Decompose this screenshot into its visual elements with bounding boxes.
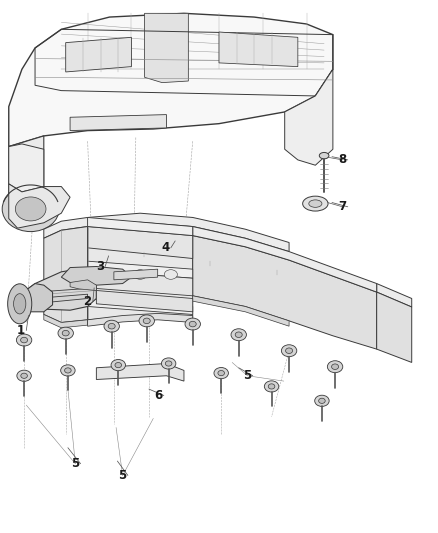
Polygon shape	[219, 32, 298, 67]
Ellipse shape	[134, 270, 147, 279]
Polygon shape	[88, 313, 193, 326]
Polygon shape	[35, 294, 88, 303]
Ellipse shape	[189, 321, 196, 327]
Ellipse shape	[218, 370, 224, 376]
Polygon shape	[96, 290, 193, 312]
Text: 5: 5	[71, 457, 79, 470]
Polygon shape	[9, 144, 44, 192]
Polygon shape	[9, 184, 70, 228]
Ellipse shape	[62, 330, 69, 336]
Ellipse shape	[327, 361, 343, 373]
Text: 2: 2	[84, 295, 92, 308]
Ellipse shape	[103, 270, 116, 279]
Ellipse shape	[104, 320, 120, 332]
Ellipse shape	[303, 196, 328, 211]
Ellipse shape	[235, 332, 242, 337]
Polygon shape	[22, 268, 96, 310]
Text: 4: 4	[162, 241, 170, 254]
Polygon shape	[9, 13, 333, 147]
Ellipse shape	[14, 294, 26, 314]
Ellipse shape	[108, 324, 115, 329]
Text: 8: 8	[339, 154, 346, 166]
Ellipse shape	[281, 345, 297, 357]
Polygon shape	[88, 270, 193, 296]
Polygon shape	[18, 284, 53, 312]
Polygon shape	[44, 314, 88, 328]
Text: 7: 7	[339, 200, 346, 213]
Polygon shape	[88, 261, 193, 278]
Ellipse shape	[60, 365, 75, 376]
Ellipse shape	[21, 373, 27, 378]
Text: 6: 6	[155, 389, 162, 402]
Polygon shape	[88, 227, 193, 259]
Polygon shape	[193, 236, 377, 349]
Ellipse shape	[65, 368, 71, 373]
Polygon shape	[145, 13, 188, 83]
Ellipse shape	[314, 395, 329, 406]
Ellipse shape	[111, 359, 125, 371]
Polygon shape	[114, 269, 158, 280]
Ellipse shape	[17, 370, 32, 382]
Ellipse shape	[214, 368, 229, 378]
Polygon shape	[88, 298, 193, 314]
Polygon shape	[70, 280, 96, 290]
Ellipse shape	[318, 398, 325, 403]
Polygon shape	[61, 266, 131, 285]
Polygon shape	[193, 227, 377, 292]
Ellipse shape	[21, 337, 28, 343]
Polygon shape	[44, 213, 289, 252]
Polygon shape	[377, 284, 412, 307]
Ellipse shape	[164, 270, 177, 279]
Ellipse shape	[286, 348, 293, 353]
Ellipse shape	[265, 381, 279, 392]
Text: 3: 3	[96, 260, 104, 273]
Polygon shape	[9, 136, 44, 227]
Ellipse shape	[166, 361, 172, 366]
Polygon shape	[88, 217, 193, 236]
Ellipse shape	[8, 284, 32, 324]
Ellipse shape	[15, 197, 46, 221]
Polygon shape	[377, 292, 412, 362]
Ellipse shape	[16, 334, 32, 346]
Text: 1: 1	[17, 324, 25, 337]
Ellipse shape	[268, 384, 275, 389]
Ellipse shape	[231, 329, 247, 341]
Ellipse shape	[319, 152, 329, 159]
Ellipse shape	[161, 358, 176, 369]
Ellipse shape	[332, 364, 339, 369]
Ellipse shape	[309, 200, 322, 207]
Polygon shape	[96, 364, 184, 381]
Text: 5: 5	[119, 469, 127, 482]
Ellipse shape	[58, 327, 74, 339]
Polygon shape	[66, 37, 131, 72]
Polygon shape	[88, 222, 193, 320]
Ellipse shape	[143, 318, 150, 324]
Ellipse shape	[115, 362, 121, 368]
Polygon shape	[193, 296, 289, 326]
Text: 5: 5	[244, 369, 251, 382]
Polygon shape	[44, 227, 88, 322]
Ellipse shape	[139, 315, 155, 327]
Ellipse shape	[2, 187, 59, 232]
Polygon shape	[285, 69, 333, 165]
Polygon shape	[70, 115, 166, 131]
Ellipse shape	[185, 318, 201, 330]
